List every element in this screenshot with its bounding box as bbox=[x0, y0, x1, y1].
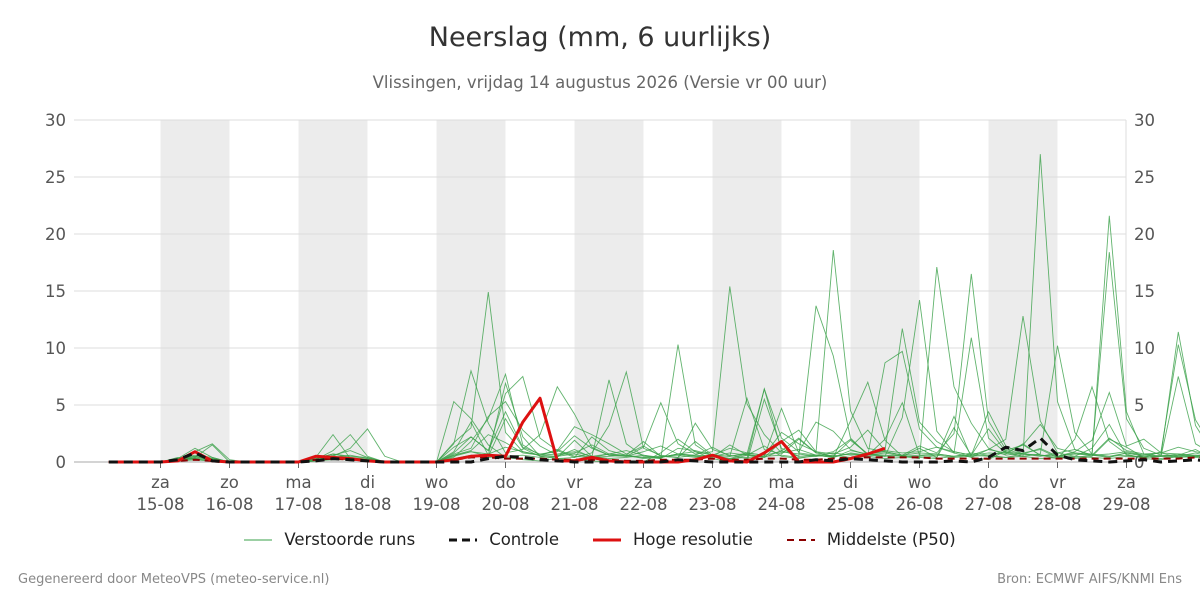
legend-label-hires: Hoge resolutie bbox=[632, 530, 753, 549]
x-tick-day-label: za bbox=[151, 473, 170, 492]
x-tick-day-label: zo bbox=[703, 473, 722, 492]
legend-item-hires[interactable]: Hoge resolutie bbox=[592, 530, 753, 549]
legend-swatch-hires bbox=[592, 538, 621, 541]
series-hires-line bbox=[108, 396, 886, 464]
legend-swatch-median bbox=[786, 538, 815, 541]
x-tick-date-label: 19-08 bbox=[413, 495, 461, 514]
y-tick-label-left: 0 bbox=[56, 453, 67, 472]
y-tick-label-left: 25 bbox=[45, 168, 66, 187]
legend-item-median[interactable]: Middelste (P50) bbox=[786, 530, 956, 549]
x-tick-day-label: di bbox=[843, 473, 858, 492]
x-tick-date-label: 15-08 bbox=[137, 495, 185, 514]
x-tick-date-label: 21-08 bbox=[551, 495, 599, 514]
legend-item-control[interactable]: Controle bbox=[449, 530, 559, 549]
y-tick-label-right: 10 bbox=[1134, 339, 1155, 358]
y-tick-label-left: 5 bbox=[56, 396, 67, 415]
y-tick-label-left: 20 bbox=[45, 225, 66, 244]
series-perturbed-member-10 bbox=[108, 453, 1200, 463]
footer-source: Bron: ECMWF AIFS/KNMI Ens bbox=[997, 572, 1182, 587]
chart-subtitle: Vlissingen, vrijdag 14 augustus 2026 (Ve… bbox=[372, 73, 828, 92]
x-tick-date-label: 20-08 bbox=[482, 495, 530, 514]
y-tick-label-right: 25 bbox=[1134, 168, 1155, 187]
y-tick-label-left: 30 bbox=[45, 111, 66, 130]
chart-title: Neerslag (mm, 6 uurlijks) bbox=[428, 22, 772, 53]
y-tick-label-right: 15 bbox=[1134, 282, 1155, 301]
x-tick-day-label: wo bbox=[425, 473, 449, 492]
legend-label-median: Middelste (P50) bbox=[826, 530, 956, 549]
x-tick-date-label: 27-08 bbox=[965, 495, 1013, 514]
x-tick-day-label: do bbox=[495, 473, 516, 492]
x-tick-day-label: vr bbox=[566, 473, 583, 492]
y-tick-label-right: 20 bbox=[1134, 225, 1155, 244]
y-tick-label-right: 0 bbox=[1134, 453, 1145, 472]
x-tick-date-label: 25-08 bbox=[827, 495, 875, 514]
x-tick-date-label: 28-08 bbox=[1034, 495, 1082, 514]
legend-swatch-control bbox=[449, 538, 478, 541]
x-tick-date-label: 16-08 bbox=[206, 495, 254, 514]
x-tick-date-label: 22-08 bbox=[620, 495, 668, 514]
x-tick-day-label: di bbox=[360, 473, 375, 492]
x-tick-date-label: 29-08 bbox=[1103, 495, 1151, 514]
x-tick-day-label: za bbox=[634, 473, 653, 492]
x-tick-date-label: 23-08 bbox=[689, 495, 737, 514]
series-lines bbox=[108, 154, 1200, 464]
x-tick-date-label: 24-08 bbox=[758, 495, 806, 514]
chart-legend: Verstoorde runs Controle Hoge resolutie … bbox=[0, 530, 1200, 549]
x-tick-day-label: ma bbox=[285, 473, 311, 492]
x-tick-date-label: 18-08 bbox=[344, 495, 392, 514]
footer-credit: Gegenereerd door MeteoVPS (meteo-service… bbox=[18, 572, 330, 587]
legend-swatch-perturbed bbox=[244, 539, 273, 540]
x-tick-date-label: 26-08 bbox=[896, 495, 944, 514]
x-tick-date-label: 17-08 bbox=[275, 495, 323, 514]
legend-label-perturbed: Verstoorde runs bbox=[284, 530, 416, 549]
x-tick-day-label: zo bbox=[220, 473, 239, 492]
series-control-line bbox=[108, 436, 1200, 464]
x-axis-ticks: za 15-08 zo 16-08 ma 17-08 di 18-08 wo 19-08 do 20-… bbox=[137, 462, 1151, 514]
series-perturbed-member-1 bbox=[108, 305, 1200, 463]
x-tick-day-label: do bbox=[978, 473, 999, 492]
x-tick-day-label: za bbox=[1117, 473, 1136, 492]
x-tick-day-label: vr bbox=[1049, 473, 1066, 492]
x-tick-day-label: wo bbox=[908, 473, 932, 492]
legend-label-control: Controle bbox=[489, 530, 559, 549]
legend-item-perturbed[interactable]: Verstoorde runs bbox=[244, 530, 415, 549]
y-tick-label-right: 5 bbox=[1134, 396, 1145, 415]
y-tick-label-right: 30 bbox=[1134, 111, 1155, 130]
series-median-line bbox=[108, 456, 1200, 463]
y-axis-ticks: 0 0 5 5 10 10 15 15 20 20 25 25 30 30 bbox=[45, 111, 1155, 472]
x-tick-day-label: ma bbox=[768, 473, 794, 492]
y-tick-label-left: 10 bbox=[45, 339, 66, 358]
y-tick-label-left: 15 bbox=[45, 282, 66, 301]
